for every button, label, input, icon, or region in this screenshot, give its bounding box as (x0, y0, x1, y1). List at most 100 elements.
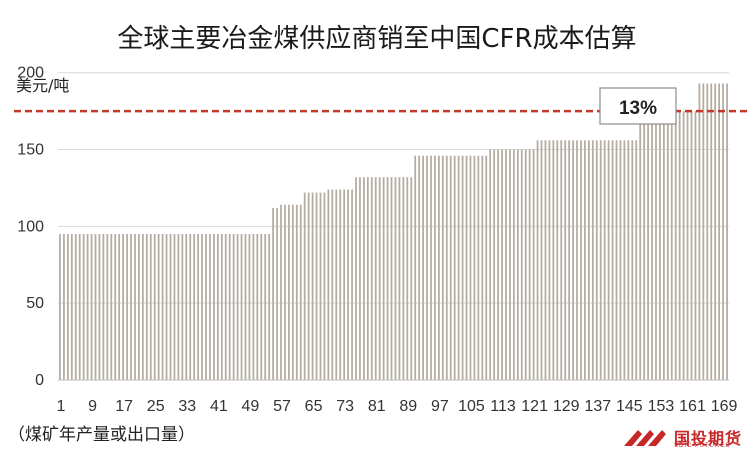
bar (264, 234, 267, 380)
bar (536, 140, 539, 380)
bar (572, 140, 574, 380)
x-tick-label: 121 (521, 398, 548, 415)
bar (595, 140, 598, 380)
bar (244, 234, 247, 380)
bar (63, 234, 65, 380)
bar (272, 207, 275, 380)
bar (477, 155, 480, 380)
bar (276, 207, 278, 380)
threshold-annotation: 13% (599, 87, 677, 125)
bar (201, 234, 203, 380)
bar (414, 155, 417, 380)
bar (157, 234, 160, 380)
bar (351, 189, 353, 380)
bar (295, 204, 298, 380)
bar (528, 149, 531, 380)
bar (702, 83, 705, 381)
bar (228, 234, 231, 380)
bar (576, 140, 578, 380)
bar (66, 234, 69, 380)
bar (540, 140, 543, 380)
bar (339, 189, 342, 380)
bar (205, 234, 207, 380)
bar (402, 177, 405, 380)
y-tick-labels: 0 50 100 150 200 (17, 65, 44, 389)
bar (102, 234, 105, 380)
bar (418, 155, 421, 380)
bar (343, 189, 346, 380)
y-tick-label: 200 (17, 65, 44, 82)
bar (623, 140, 626, 380)
bar (252, 234, 255, 380)
bar (718, 83, 721, 381)
bar (114, 234, 117, 380)
bar (280, 204, 282, 380)
bar (532, 149, 535, 380)
y-tick-label: 0 (35, 372, 44, 389)
x-tick-label: 33 (178, 398, 196, 415)
bar (216, 234, 219, 380)
bar (489, 149, 492, 380)
bar (410, 177, 413, 380)
bar (678, 111, 681, 381)
bar (556, 140, 559, 380)
x-tick-label: 57 (273, 398, 291, 415)
bar (674, 111, 677, 381)
bar (319, 192, 322, 380)
x-tick-label: 153 (648, 398, 675, 415)
bar (493, 149, 496, 380)
bar (197, 234, 200, 380)
bar (181, 234, 184, 380)
bar (548, 140, 551, 380)
bar (619, 140, 622, 380)
bar (655, 111, 657, 381)
bar (706, 83, 709, 381)
bar (406, 177, 409, 380)
bar (327, 189, 330, 380)
bar (422, 155, 424, 380)
bar (370, 177, 373, 380)
bar (670, 111, 673, 381)
bar (378, 177, 381, 380)
bar (430, 155, 432, 380)
bar (647, 111, 649, 381)
bar (82, 234, 85, 380)
bar (193, 234, 196, 380)
x-tick-label: 169 (711, 398, 738, 415)
x-tick-label: 161 (679, 398, 706, 415)
bar (441, 155, 444, 380)
bar (485, 155, 488, 380)
bar (580, 140, 582, 380)
bar (552, 140, 555, 380)
bar (686, 111, 689, 381)
bar (315, 192, 318, 380)
bar (603, 140, 606, 380)
bar (501, 149, 503, 380)
bar (394, 177, 397, 380)
bar (584, 140, 586, 380)
bar (138, 234, 140, 380)
bar (311, 192, 314, 380)
x-tick-label: 49 (242, 398, 260, 415)
bar (591, 140, 594, 380)
bar (303, 192, 306, 380)
bar (524, 149, 527, 380)
x-tick-label: 9 (88, 398, 97, 415)
bar (90, 234, 93, 380)
bar (497, 149, 499, 380)
bar (651, 111, 653, 381)
bar (94, 234, 97, 380)
bar (615, 140, 618, 380)
x-tick-label: 25 (147, 398, 165, 415)
bar (398, 177, 401, 380)
x-tick-label: 65 (305, 398, 323, 415)
x-tick-label: 17 (115, 398, 133, 415)
bar (505, 149, 507, 380)
bar (98, 234, 101, 380)
bar (426, 155, 428, 380)
bar (390, 177, 393, 380)
bar (78, 234, 81, 380)
y-tick-label: 150 (17, 142, 44, 159)
x-axis-note: （煤矿年产量或出口量） (8, 425, 195, 445)
